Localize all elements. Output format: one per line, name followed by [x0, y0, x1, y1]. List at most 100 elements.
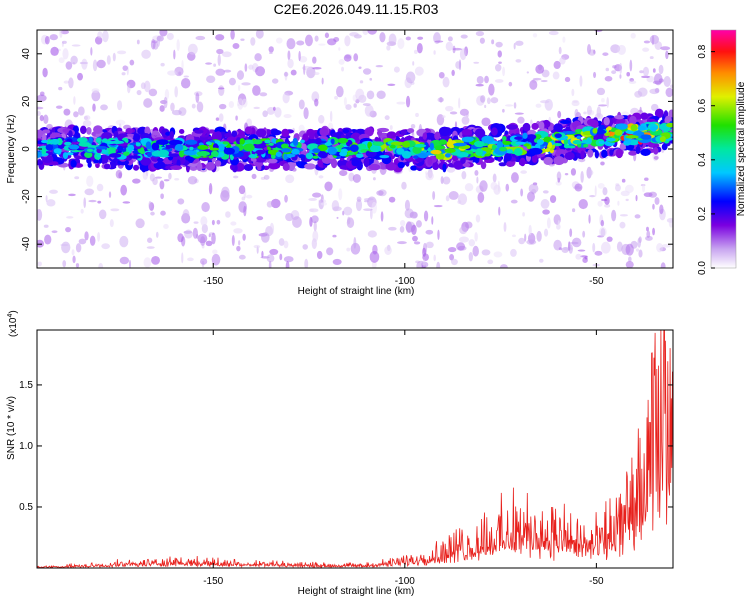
- noise-blob: [329, 110, 333, 122]
- noise-blob: [619, 74, 622, 79]
- ridge-blob: [412, 155, 419, 159]
- noise-blob: [80, 208, 84, 214]
- noise-blob: [451, 69, 455, 76]
- noise-blob: [515, 59, 522, 63]
- noise-blob: [571, 237, 582, 248]
- band-blob: [553, 156, 565, 166]
- noise-blob: [284, 194, 288, 203]
- ridge-blob: [327, 146, 337, 155]
- noise-blob: [448, 191, 459, 200]
- band-blob: [282, 163, 290, 171]
- noise-blob: [71, 44, 81, 47]
- noise-blob: [290, 69, 297, 76]
- noise-blob: [100, 104, 108, 111]
- band-blob: [267, 158, 278, 164]
- noise-blob: [89, 235, 96, 246]
- noise-blob: [561, 246, 569, 253]
- ridge-blob: [95, 145, 108, 150]
- noise-blob: [49, 189, 58, 194]
- noise-blob: [143, 80, 151, 93]
- noise-blob: [318, 43, 326, 46]
- noise-blob: [508, 81, 513, 87]
- noise-blob: [314, 35, 319, 42]
- noise-blob: [542, 190, 549, 194]
- ridge-blob: [252, 143, 267, 149]
- noise-blob: [304, 258, 309, 268]
- noise-blob: [410, 123, 416, 129]
- noise-blob: [412, 211, 418, 219]
- ridge-blob: [666, 122, 673, 128]
- noise-blob: [84, 188, 95, 196]
- noise-blob: [261, 250, 264, 258]
- ridge-blob: [210, 150, 219, 158]
- noise-blob: [645, 235, 653, 241]
- noise-blob: [425, 241, 434, 249]
- noise-blob: [594, 113, 604, 120]
- band-blob: [498, 162, 507, 167]
- ridge-blob: [337, 137, 349, 144]
- noise-blob: [417, 36, 424, 40]
- band-blob: [376, 130, 383, 137]
- noise-blob: [455, 61, 462, 69]
- noise-blob: [248, 64, 254, 70]
- ridge-blob: [423, 142, 429, 150]
- ridge-blob: [122, 151, 130, 156]
- band-blob: [543, 156, 553, 166]
- noise-blob: [195, 35, 206, 41]
- noise-blob: [594, 250, 603, 256]
- ridge-blob: [174, 143, 184, 152]
- noise-blob: [476, 76, 484, 84]
- noise-blob: [98, 262, 104, 268]
- noise-blob: [44, 35, 50, 45]
- noise-blob: [143, 98, 153, 108]
- noise-blob: [228, 77, 236, 86]
- y-tick-label: 0: [21, 146, 32, 152]
- ridge-blob: [139, 149, 145, 155]
- noise-blob: [321, 77, 324, 85]
- noise-blob: [445, 41, 453, 51]
- noise-blob: [558, 46, 562, 55]
- band-blob: [68, 130, 73, 139]
- noise-blob: [557, 110, 562, 119]
- noise-blob: [532, 33, 538, 38]
- noise-blob: [88, 199, 97, 203]
- noise-blob: [369, 251, 380, 263]
- noise-blob: [606, 96, 609, 108]
- y-tick-label: 40: [21, 48, 32, 60]
- band-blob: [601, 149, 608, 158]
- ridge-blob: [222, 141, 230, 145]
- noise-blob: [619, 214, 628, 217]
- noise-blob: [571, 88, 575, 97]
- noise-blob: [221, 186, 230, 198]
- ridge-blob: [268, 142, 274, 146]
- noise-blob: [320, 202, 328, 206]
- noise-blob: [604, 203, 611, 208]
- ridge-blob: [453, 142, 467, 147]
- colorbar-label: Normalized spectral amplitude: [736, 81, 747, 216]
- noise-blob: [241, 98, 248, 108]
- noise-blob: [298, 50, 301, 62]
- noise-blob: [176, 39, 180, 52]
- noise-blob: [97, 200, 102, 204]
- ridge-blob: [637, 125, 646, 131]
- noise-blob: [159, 105, 165, 112]
- ridge-blob: [281, 148, 292, 153]
- noise-blob: [326, 247, 334, 256]
- noise-blob: [498, 61, 502, 64]
- noise-blob: [651, 35, 655, 46]
- noise-blob: [526, 239, 537, 245]
- noise-blob: [183, 75, 190, 78]
- y-tick-label: 1.5: [19, 380, 33, 391]
- noise-blob: [353, 236, 357, 249]
- snr-panel: -150 -100 -50 0.5 1.0 1.5 Height of straight…: [6, 310, 674, 597]
- noise-blob: [268, 260, 272, 268]
- ridge-blob: [206, 141, 212, 146]
- noise-blob: [205, 240, 213, 247]
- snr-y-ticks: 0.5 1.0 1.5: [19, 380, 673, 513]
- ridge-blob: [606, 126, 612, 131]
- noise-blob: [187, 43, 198, 55]
- ridge-blob: [563, 144, 570, 149]
- band-blob: [565, 126, 571, 133]
- noise-blob: [266, 106, 275, 115]
